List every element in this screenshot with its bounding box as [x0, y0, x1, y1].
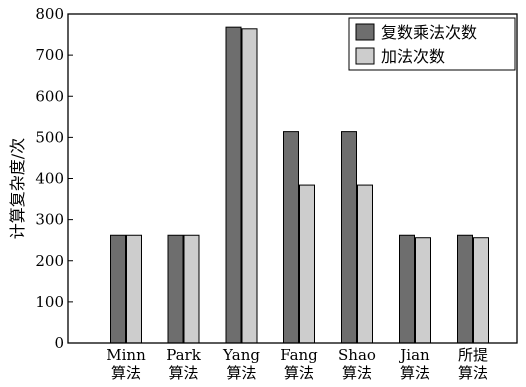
bar-multiplication-5 — [399, 234, 415, 344]
bar-addition-0 — [126, 234, 142, 344]
x-tick-label-line: 算法 — [400, 364, 430, 382]
y-tick-label: 600 — [35, 87, 64, 105]
x-tick-label-line: 算法 — [168, 364, 198, 382]
bar-addition-6 — [473, 237, 489, 344]
y-tick-label: 800 — [35, 5, 64, 23]
y-tick-label: 200 — [35, 252, 64, 270]
x-tick-label-line: 算法 — [342, 364, 372, 382]
x-tick-label-line: Jian — [398, 346, 430, 364]
bar-addition-4 — [357, 184, 373, 344]
legend-label: 加法次数 — [381, 47, 445, 66]
x-tick-label: Jian 算法 — [398, 346, 430, 382]
legend-swatch — [355, 23, 375, 41]
x-tick-label: Minn 算法 — [106, 346, 146, 382]
y-axis: 0 100 200 300 400 500 600 700 800 — [35, 5, 73, 352]
x-tick-label-line: Yang — [222, 346, 260, 364]
x-tick-label-line: 算法 — [284, 364, 314, 382]
x-tick-label-line: Minn — [106, 346, 146, 364]
x-tick-label: Shao 算法 — [338, 346, 376, 382]
x-tick-label: Yang 算法 — [222, 346, 260, 382]
x-tick-label-line: 算法 — [226, 364, 256, 382]
bar-addition-5 — [415, 237, 431, 344]
x-tick-label-line: Fang — [280, 346, 318, 364]
y-tick-label: 100 — [35, 293, 64, 311]
x-tick-label-line: Park — [166, 346, 202, 364]
bar-multiplication-3 — [283, 131, 299, 344]
y-tick-label: 300 — [35, 211, 64, 229]
legend-box — [348, 17, 516, 71]
legend-label: 复数乘法次数 — [381, 23, 477, 42]
x-tick-label-line: 算法 — [458, 364, 488, 382]
bar-multiplication-0 — [110, 234, 126, 344]
bar-multiplication-1 — [167, 234, 184, 344]
x-tick-label-line: 算法 — [111, 364, 141, 382]
y-tick-label: 400 — [35, 170, 64, 188]
bar-multiplication-6 — [457, 234, 473, 344]
x-tick-label-line: Shao — [338, 346, 376, 364]
bar-addition-2 — [241, 28, 258, 344]
bar-multiplication-4 — [341, 131, 357, 344]
bars-group — [110, 26, 489, 344]
x-tick-label: Fang 算法 — [280, 346, 318, 382]
bar-addition-3 — [299, 184, 315, 344]
bar-addition-1 — [183, 234, 200, 344]
x-tick-label: 所提算法 — [458, 346, 488, 382]
y-axis-label: 计算复杂度/次 — [8, 138, 27, 239]
bar-multiplication-2 — [225, 26, 242, 344]
legend-swatch — [355, 47, 375, 65]
x-tick-label-line: 所提 — [458, 346, 488, 364]
y-tick-label: 700 — [35, 46, 64, 64]
y-tick-label: 0 — [54, 334, 64, 352]
y-tick-label: 500 — [35, 128, 64, 146]
x-tick-label: Park 算法 — [166, 346, 202, 382]
